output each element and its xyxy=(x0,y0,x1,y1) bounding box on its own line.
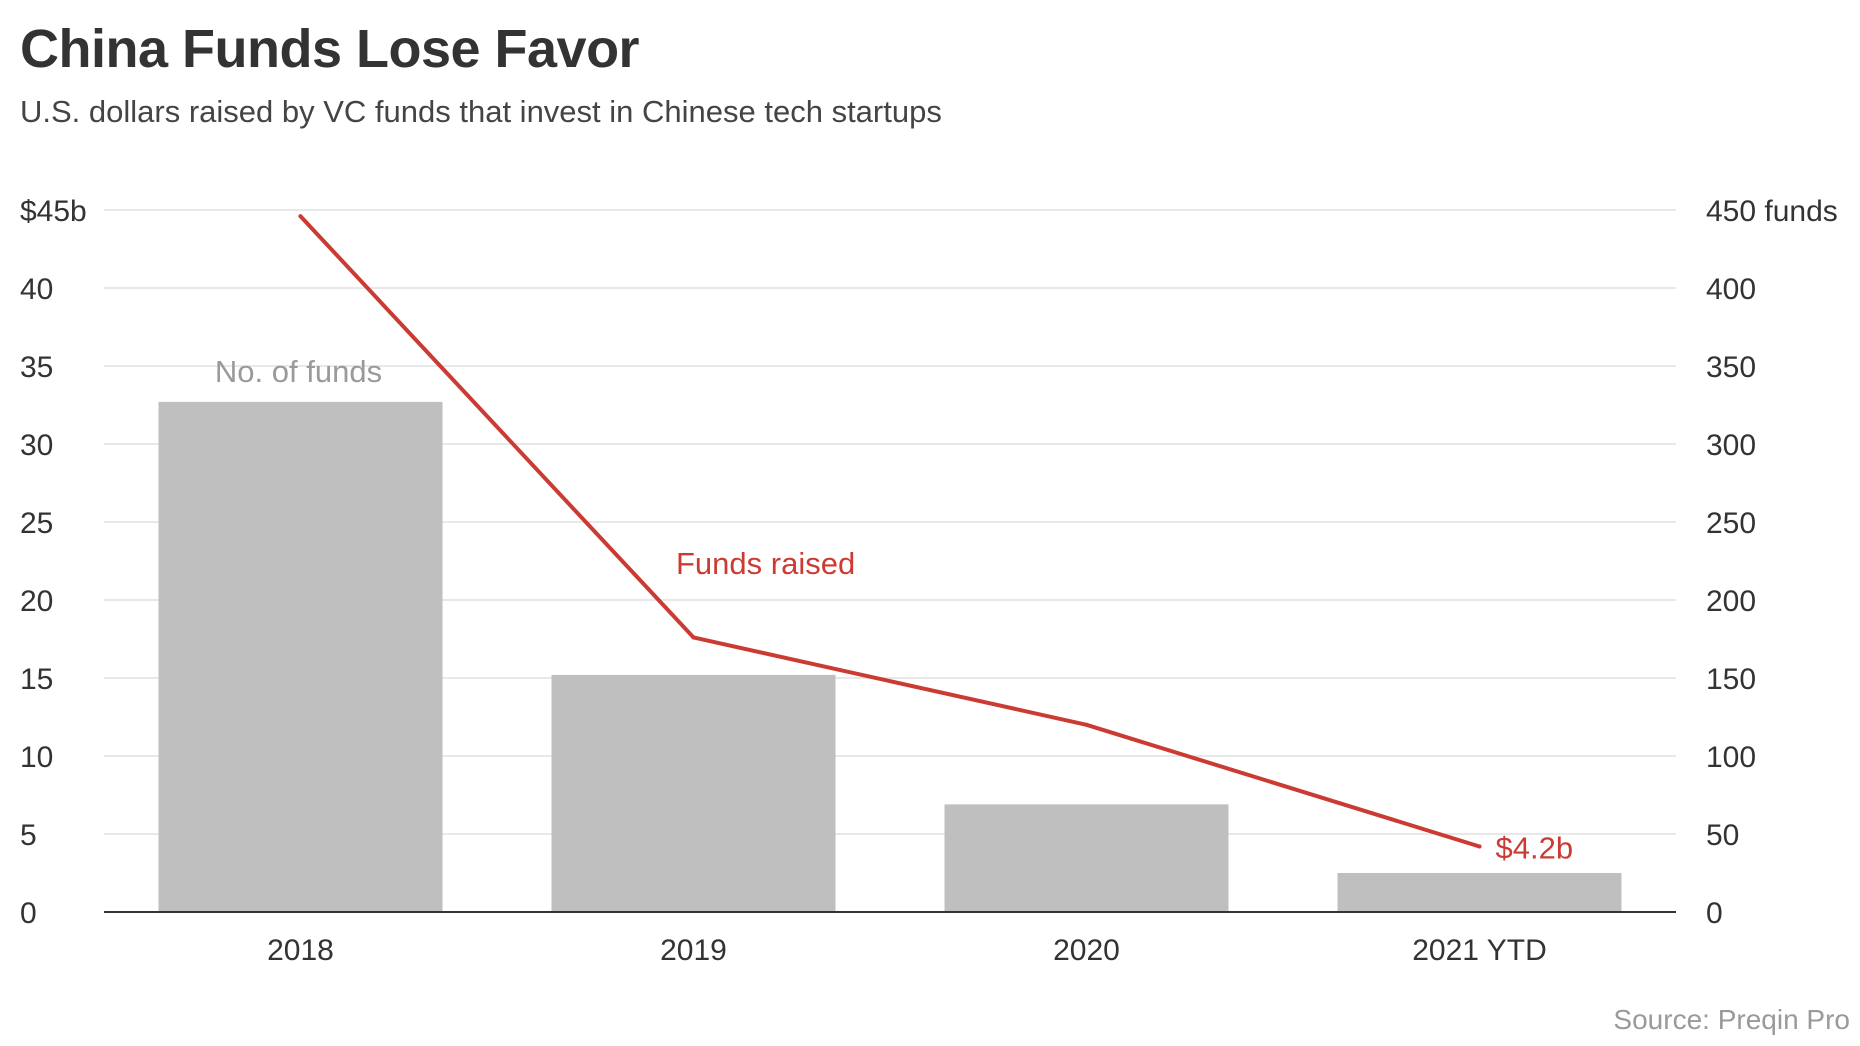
y-left-tick-label: 5 xyxy=(20,819,37,852)
funds-raised-point xyxy=(1084,722,1089,727)
bar-2018 xyxy=(158,401,443,912)
chart-subtitle: U.S. dollars raised by VC funds that inv… xyxy=(20,94,942,129)
x-tick-label: 2018 xyxy=(267,934,334,967)
y-right-tick-label: 100 xyxy=(1706,741,1756,774)
funds-raised-line xyxy=(298,214,1482,849)
axes: 0 5 10 15 20 25 30 35 40 $45b 0 50 100 150 200 250 300 35… xyxy=(20,195,1838,967)
funds-raised-point xyxy=(298,214,303,219)
chart-plot: 0 5 10 15 20 25 30 35 40 $45b 0 50 100 150 200 250 300 35… xyxy=(20,195,1838,967)
source-note: Source: Preqin Pro xyxy=(1613,1004,1850,1035)
y-left-tick-label: 35 xyxy=(20,351,53,384)
line-end-label: $4.2b xyxy=(1496,830,1574,865)
y-left-tick-label: 30 xyxy=(20,429,53,462)
y-right-tick-label: 0 xyxy=(1706,897,1723,930)
y-left-tick-label: 20 xyxy=(20,585,53,618)
y-right-tick-label: 400 xyxy=(1706,273,1756,306)
line-series-label: Funds raised xyxy=(676,546,855,581)
y-right-tick-label: 350 xyxy=(1706,351,1756,384)
line-series xyxy=(298,214,1482,849)
bar-2020 xyxy=(944,804,1229,912)
x-tick-label: 2020 xyxy=(1053,934,1120,967)
bar-2021-ytd xyxy=(1337,873,1622,912)
y-left-tick-label: 25 xyxy=(20,507,53,540)
funds-raised-point xyxy=(1477,844,1482,849)
y-right-tick-label: 200 xyxy=(1706,585,1756,618)
y-right-tick-label: 150 xyxy=(1706,663,1756,696)
chart-title: China Funds Lose Favor xyxy=(20,19,640,79)
y-left-tick-label: 10 xyxy=(20,741,53,774)
x-tick-label: 2019 xyxy=(660,934,727,967)
x-tick-label: 2021 YTD xyxy=(1412,934,1547,967)
y-left-tick-label: 15 xyxy=(20,663,53,696)
y-left-tick-label: $45b xyxy=(20,195,87,228)
y-right-tick-label: 50 xyxy=(1706,819,1739,852)
y-right-tick-label: 300 xyxy=(1706,429,1756,462)
bar-series-label: No. of funds xyxy=(215,354,382,389)
y-left-tick-label: 0 xyxy=(20,897,37,930)
funds-raised-point xyxy=(691,635,696,640)
bar-2019 xyxy=(551,674,836,912)
y-right-tick-label: 250 xyxy=(1706,507,1756,540)
y-right-tick-label: 450 funds xyxy=(1706,195,1838,228)
annotations: No. of funds Funds raised $4.2b xyxy=(215,354,1573,866)
y-left-tick-label: 40 xyxy=(20,273,53,306)
bar-series xyxy=(158,401,1622,912)
